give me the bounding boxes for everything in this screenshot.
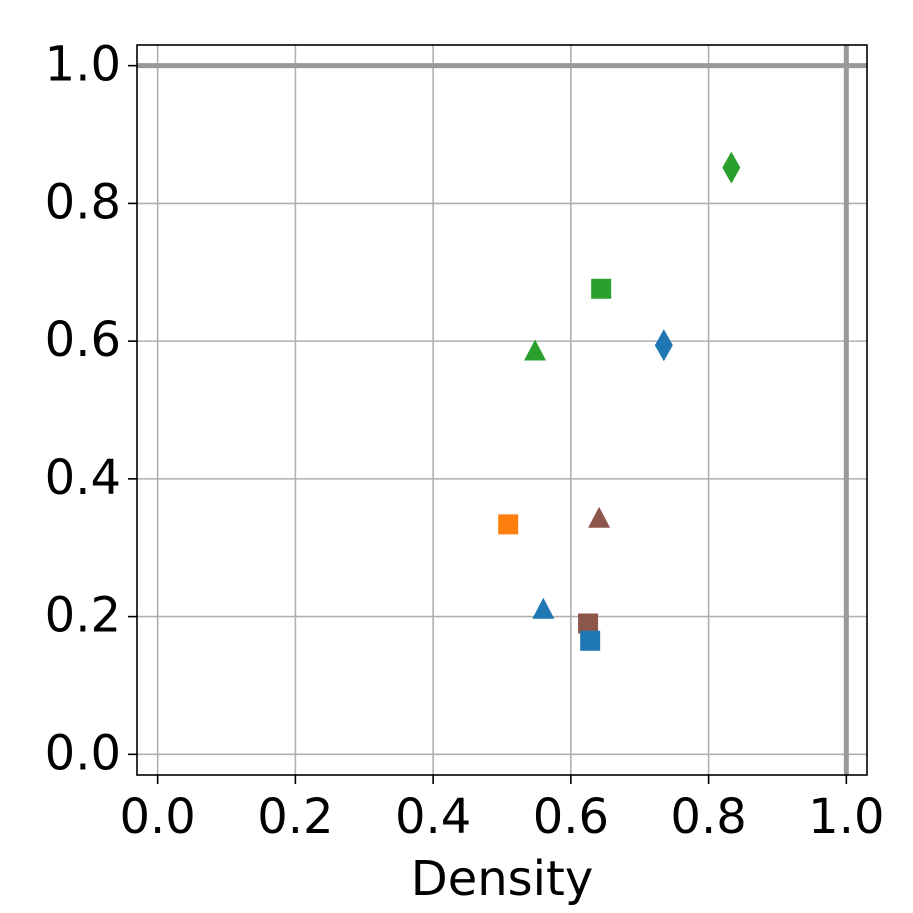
scatter-point [591, 278, 612, 299]
scatter-point [532, 597, 555, 619]
scatter-point [588, 506, 611, 528]
plot-frame [136, 44, 868, 776]
y-tick-label: 0.8 [45, 174, 121, 230]
x-axis-label: Density [411, 851, 593, 907]
x-tick-label: 0.6 [533, 789, 609, 845]
y-tick-label: 0.0 [45, 725, 121, 781]
y-tick-label: 0.6 [45, 312, 121, 368]
x-tick-label: 0.2 [257, 789, 333, 845]
scatter-point [654, 329, 673, 362]
scatter-point [722, 151, 741, 184]
scatter-point [578, 613, 599, 634]
y-tick-label: 0.2 [45, 588, 121, 644]
scatter-point [524, 339, 547, 361]
scatter-point [498, 514, 519, 535]
x-tick-label: 0.8 [670, 789, 746, 845]
x-tick-label: 0.4 [395, 789, 471, 845]
scatter-point [580, 630, 601, 651]
x-tick-label: 0.0 [119, 789, 195, 845]
y-tick-label: 0.4 [45, 450, 121, 506]
x-tick-label: 1.0 [808, 789, 884, 845]
y-tick-label: 1.0 [45, 37, 121, 93]
